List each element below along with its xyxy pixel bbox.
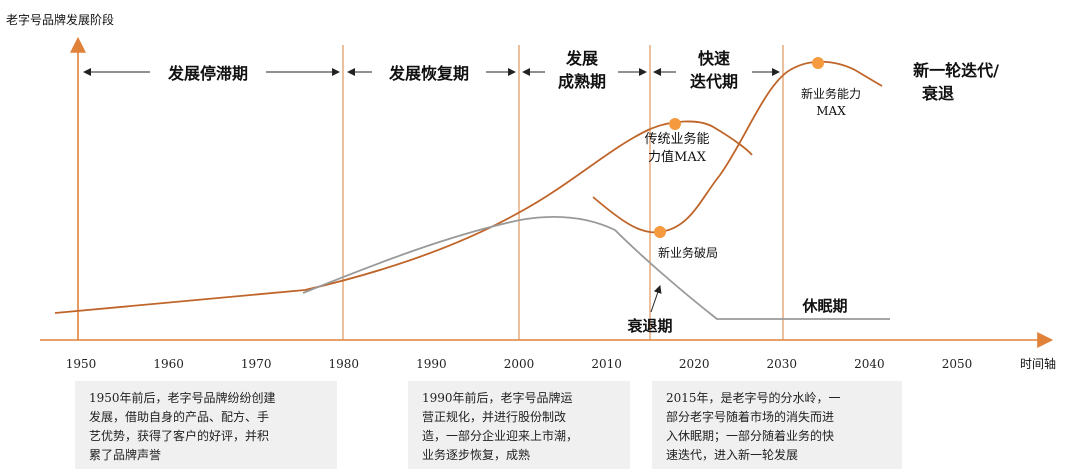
x-tick-label: 1980	[329, 357, 360, 371]
note-line: 入休眠期；一部分随着业务的快	[666, 429, 835, 443]
x-tick-label: 2050	[942, 357, 973, 371]
x-axis-title: 时间轴	[1020, 356, 1056, 371]
note-line: 业务逐步恢复，成熟	[422, 448, 531, 462]
stage-label-recovery: 发展恢复期	[388, 64, 469, 83]
annotation-new-breakout: 新业务破局	[658, 245, 718, 260]
new-breakout-point	[654, 226, 666, 238]
decline-curve	[302, 215, 890, 320]
x-tick-label: 2020	[679, 357, 710, 371]
x-tick-label: 2030	[767, 357, 798, 371]
note-1950: 1950年前后，老字号品牌纷纷创建 发展，借助自身的产品、配方、手 艺优势，获得…	[75, 381, 337, 469]
note-line: 造，一部分企业迎来上市潮，	[422, 429, 579, 443]
annotation-decline: 衰退期	[626, 317, 672, 335]
note-line: 营正规化，并进行股份制改	[422, 410, 567, 424]
stage-label-new-round-line2: 衰退	[921, 84, 954, 103]
annotation-dormant: 休眠期	[801, 297, 847, 315]
new-max-point	[812, 57, 824, 69]
stage-label-mature-line1: 发展	[565, 49, 599, 68]
x-tick-label: 1960	[153, 357, 184, 371]
note-2015: 2015年，是老字号的分水岭，一 部分老字号随着市场的消失而进 入休眠期；一部分…	[652, 381, 902, 469]
note-line: 发展，借助自身的产品、配方、手	[89, 410, 270, 424]
x-tick-label: 1990	[416, 357, 447, 371]
x-tick-label: 2040	[854, 357, 885, 371]
stage-label-rapid-line2: 迭代期	[690, 72, 738, 91]
stage-label-mature-line2: 成熟期	[558, 72, 606, 91]
annotation-new-max-line2: MAX	[816, 104, 846, 118]
note-line: 速迭代，进入新一轮发展	[666, 448, 799, 462]
note-line: 艺优势，获得了客户的好评，并积	[89, 429, 270, 443]
x-tick-label: 1970	[241, 357, 272, 371]
stage-label-stagnation: 发展停滞期	[167, 64, 248, 83]
x-tick-label: 2000	[504, 357, 535, 371]
annotation-new-max-line1: 新业务能力	[801, 86, 861, 101]
y-axis-title: 老字号品牌发展阶段	[6, 12, 114, 27]
x-tick-labels: 1950 1960 1970 1980 1990 2000 2010 2020 2030 2040…	[66, 357, 973, 371]
traditional-business-curve	[54, 120, 753, 314]
note-line: 1990年前后，老字号品牌运	[422, 391, 573, 405]
note-line: 部分老字号随着市场的消失而进	[666, 410, 835, 424]
note-1990: 1990年前后，老字号品牌运 营正规化，并进行股份制改 造，一部分企业迎来上市潮…	[408, 381, 630, 469]
note-line: 2015年，是老字号的分水岭，一	[666, 391, 841, 405]
annotation-traditional-max-line2: 力值MAX	[648, 149, 707, 165]
note-line: 1950年前后，老字号品牌纷纷创建	[89, 391, 276, 405]
decline-pointer-arrow	[650, 285, 662, 313]
x-tick-label: 2010	[591, 357, 622, 371]
annotation-traditional-max-line1: 传统业务能	[644, 131, 709, 147]
stage-label-rapid-line1: 快速	[698, 49, 730, 68]
note-line: 累了品牌声誉	[89, 448, 162, 462]
stage-label-new-round-line1: 新一轮迭代/	[913, 61, 999, 80]
traditional-max-point	[669, 118, 681, 130]
x-tick-label: 1950	[66, 357, 97, 371]
